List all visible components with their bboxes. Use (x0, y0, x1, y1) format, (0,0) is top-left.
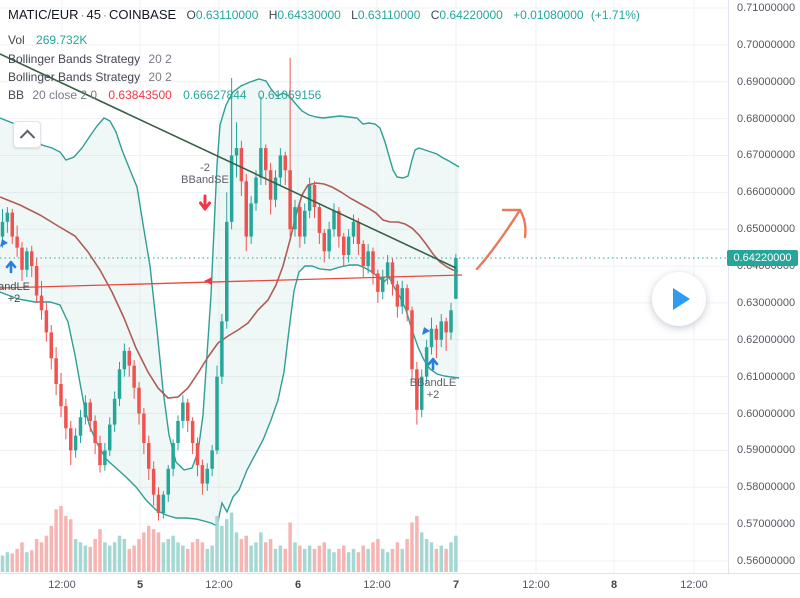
price-axis-label: 0.56000000 (737, 555, 796, 567)
bb-indicator-legend[interactable]: BB 20 close 2 0 0.63843500 0.66627844 0.… (8, 88, 321, 102)
candles-layer (0, 57, 458, 521)
price-axis-label: 0.57000000 (737, 518, 796, 531)
strategy-markers (0, 194, 439, 371)
descending-trendline[interactable] (0, 53, 457, 269)
price-axis-label: 0.63000000 (737, 296, 796, 309)
strategy-2-name[interactable]: Bollinger Bands Strategy (8, 70, 141, 84)
drawn-arrow-annotation (475, 208, 527, 271)
strategy-legend-1[interactable]: Bollinger Bands Strategy 20 2 (8, 52, 172, 66)
play-icon (673, 288, 690, 310)
volume-legend[interactable]: Vol 269.732K (8, 33, 87, 47)
high-value: 0.64330000 (277, 8, 341, 22)
price-axis-label: 0.65000000 (737, 223, 796, 236)
symbol-header[interactable]: MATIC/EUR · 45 · COINBASE O0.63110000 H0.643… (8, 7, 640, 22)
exchange-name[interactable]: COINBASE (109, 7, 177, 22)
bb-params: 20 close 2 0 (32, 88, 98, 102)
change-value: +0.01080000 (513, 8, 584, 22)
buy-marker-label-left: andLE +2 (0, 281, 30, 305)
time-axis-label: 7 (452, 579, 460, 591)
interval[interactable]: 45 (86, 7, 102, 22)
price-axis-label: 0.59000000 (737, 444, 796, 457)
time-axis-label: 5 (136, 579, 144, 591)
strategy-2-params: 20 2 (148, 70, 172, 84)
high-letter: H (268, 8, 278, 22)
bollinger-basis-line (0, 182, 459, 399)
price-axis-label: 0.67000000 (737, 149, 796, 162)
time-axis-label: 12:00 (522, 579, 550, 591)
price-axis-label: 0.62000000 (737, 333, 796, 346)
time-axis-label: 12:00 (48, 579, 76, 591)
price-axis-label: 0.61000000 (737, 370, 796, 383)
bollinger-upper-band (0, 78, 460, 471)
price-axis-label: 0.68000000 (737, 112, 796, 125)
open-value: 0.63110000 (195, 8, 259, 22)
buy-marker-name-left: andLE (0, 281, 30, 293)
sell-marker-qty: -2 (200, 162, 210, 174)
chevron-up-icon (19, 129, 35, 146)
price-axis-label: 0.69000000 (737, 75, 796, 88)
price-axis-label: 0.66000000 (737, 186, 796, 199)
strategy-1-name[interactable]: Bollinger Bands Strategy (8, 52, 141, 66)
low-letter: L (351, 8, 358, 22)
price-axis-label: 0.58000000 (737, 481, 796, 494)
time-axis-label: 12:00 (680, 579, 708, 591)
time-axis-label: 12:00 (205, 579, 233, 591)
buy-marker-label: BBandLE +2 (410, 377, 456, 401)
buy-marker-qty-left: +2 (7, 293, 21, 305)
separator: · (103, 8, 108, 22)
strategy-legend-2[interactable]: Bollinger Bands Strategy 20 2 (8, 70, 172, 84)
horizontal-trendline[interactable] (0, 274, 463, 289)
time-axis[interactable]: 12:00 5 12:00 6 12:00 7 12:00 8 12:00 (0, 573, 800, 598)
last-price-tag: 0.64220000 (727, 250, 798, 266)
collapse-pane-button[interactable] (13, 121, 41, 148)
sell-marker-label: -2 BBandSE (181, 162, 229, 186)
bb-upper-value: 0.66627844 (183, 88, 247, 102)
volume-layer (0, 506, 458, 572)
time-axis-label: 12:00 (363, 579, 391, 591)
play-button[interactable] (652, 272, 706, 326)
buy-marker-qty: +2 (426, 389, 440, 401)
buy-marker-name: BBandLE (409, 377, 457, 389)
time-axis-label: 8 (610, 579, 618, 591)
low-value: 0.63110000 (357, 8, 421, 22)
open-letter: O (186, 8, 196, 22)
bb-basis-value: 0.63843500 (108, 88, 172, 102)
symbol-name[interactable]: MATIC/EUR (8, 7, 79, 22)
close-letter: C (430, 8, 440, 22)
volume-label: Vol (8, 33, 25, 47)
strategy-1-params: 20 2 (148, 52, 172, 66)
bb-name[interactable]: BB (8, 88, 25, 102)
sell-marker-name: BBandSE (181, 174, 229, 186)
separator: · (80, 8, 85, 22)
price-axis-label: 0.60000000 (737, 407, 796, 420)
price-axis-label: 0.70000000 (737, 38, 796, 51)
price-axis[interactable]: 0.71000000 0.70000000 0.69000000 0.68000000… (728, 0, 800, 573)
time-axis-label: 6 (294, 579, 302, 591)
volume-value: 269.732K (36, 33, 88, 47)
price-axis-label: 0.71000000 (737, 2, 796, 14)
bb-lower-value: 0.61059156 (257, 88, 322, 102)
change-percent: (+1.71%) (590, 8, 640, 22)
close-value: 0.64220000 (439, 8, 503, 22)
